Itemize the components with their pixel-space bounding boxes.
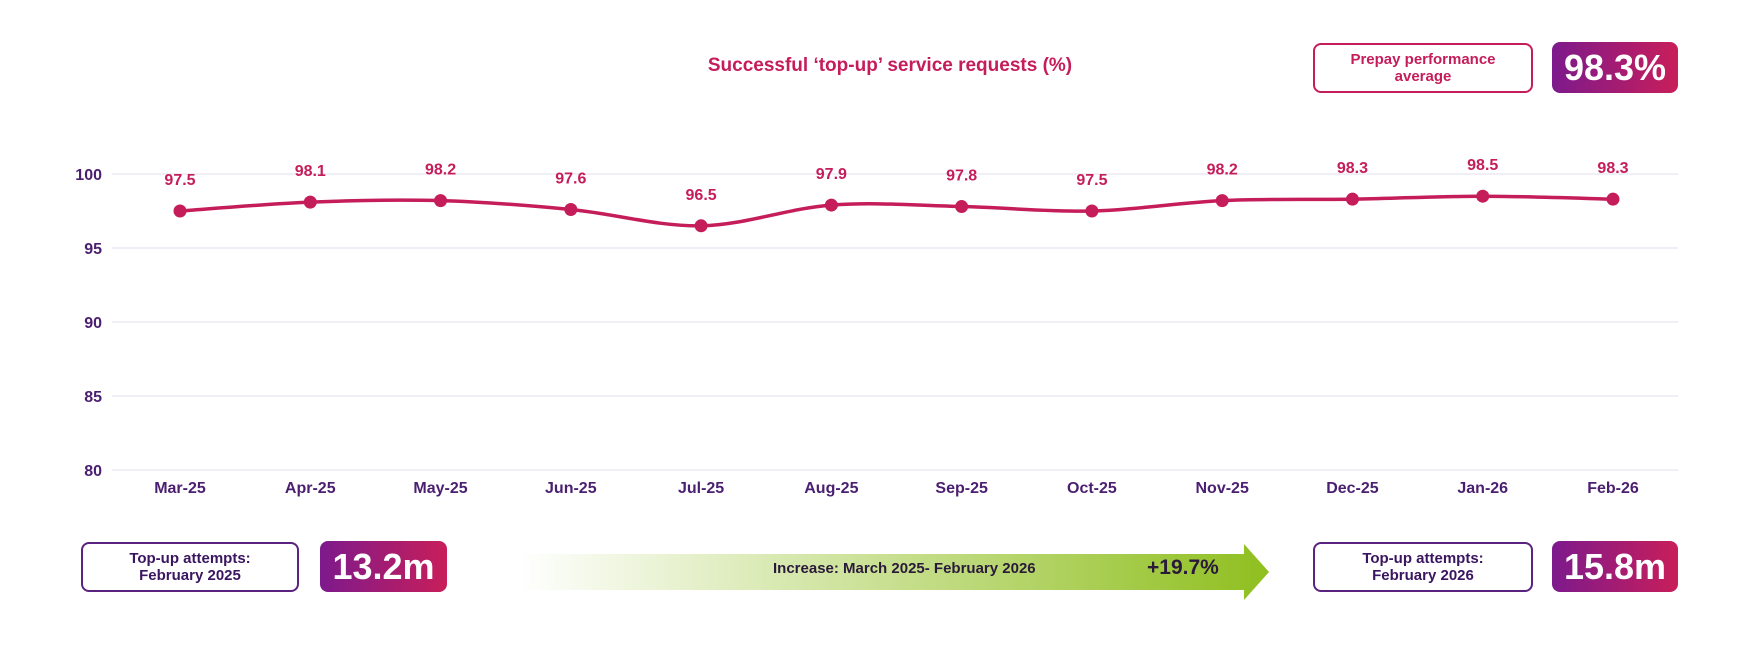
data-label: 98.2 [1207, 162, 1238, 179]
start-attempts-value-box: 13.2m [320, 541, 447, 592]
data-label: 98.5 [1467, 157, 1498, 174]
y-tick-label: 95 [84, 241, 102, 258]
average-label-box: Prepay performance average [1313, 43, 1533, 93]
data-label: 98.3 [1597, 160, 1628, 177]
increase-arrow-icon [519, 544, 1269, 600]
x-tick-label: Mar-25 [154, 480, 206, 497]
data-label: 97.5 [1076, 172, 1107, 189]
data-point [303, 195, 317, 209]
data-point [1345, 192, 1359, 206]
average-label: Prepay performance average [1350, 51, 1496, 85]
average-value-box: 98.3% [1552, 42, 1678, 93]
data-label: 97.9 [816, 166, 847, 183]
data-point [1215, 194, 1229, 208]
data-label: 97.8 [946, 168, 977, 185]
x-tick-label: Aug-25 [804, 480, 858, 497]
data-point [173, 204, 187, 218]
end-attempts-value-box: 15.8m [1552, 541, 1678, 592]
start-attempts-label-box: Top-up attempts: February 2025 [81, 542, 299, 592]
x-tick-label: Oct-25 [1067, 480, 1117, 497]
data-label: 97.6 [555, 171, 586, 188]
y-tick-label: 80 [84, 463, 102, 480]
x-tick-label: Jan-26 [1457, 480, 1508, 497]
increase-label: Increase: March 2025- February 2026 [773, 560, 1036, 577]
data-point [1085, 204, 1099, 218]
start-attempts-label: Top-up attempts: February 2025 [129, 550, 251, 584]
line-chart: 80 85 90 95 100 Mar-25 Apr-25 May-25 Jun-25 Jul-2… [75, 157, 1678, 497]
average-value: 98.3% [1563, 46, 1667, 88]
chart-title: Successful ‘top-up’ service requests (%) [707, 55, 1073, 76]
data-point [1476, 189, 1490, 203]
increase-value: +19.7% [1147, 556, 1219, 579]
data-point [694, 219, 708, 233]
y-tick-label: 100 [75, 167, 102, 184]
data-label: 98.2 [425, 162, 456, 179]
data-point [824, 198, 838, 212]
data-point [434, 194, 448, 208]
x-tick-label: Jun-25 [545, 480, 597, 497]
y-tick-label: 85 [84, 389, 102, 406]
data-point [1606, 192, 1620, 206]
end-attempts-label: Top-up attempts: February 2026 [1362, 550, 1484, 584]
data-label: 97.5 [164, 172, 195, 189]
x-tick-label: Apr-25 [285, 480, 336, 497]
data-label: 96.5 [686, 187, 717, 204]
x-tick-label: Sep-25 [935, 480, 988, 497]
data-point [955, 200, 969, 214]
start-attempts-value: 13.2m [332, 545, 435, 587]
x-tick-label: Nov-25 [1196, 480, 1249, 497]
series-line [179, 194, 1614, 228]
x-tick-label: Dec-25 [1326, 480, 1379, 497]
y-tick-label: 90 [84, 315, 102, 332]
data-label: 98.1 [295, 163, 326, 180]
x-tick-label: May-25 [413, 480, 467, 497]
end-attempts-value: 15.8m [1563, 545, 1667, 587]
data-point [564, 203, 578, 217]
x-tick-label: Jul-25 [678, 480, 724, 497]
end-attempts-label-box: Top-up attempts: February 2026 [1313, 542, 1533, 592]
x-tick-label: Feb-26 [1587, 480, 1639, 497]
data-label: 98.3 [1337, 160, 1368, 177]
